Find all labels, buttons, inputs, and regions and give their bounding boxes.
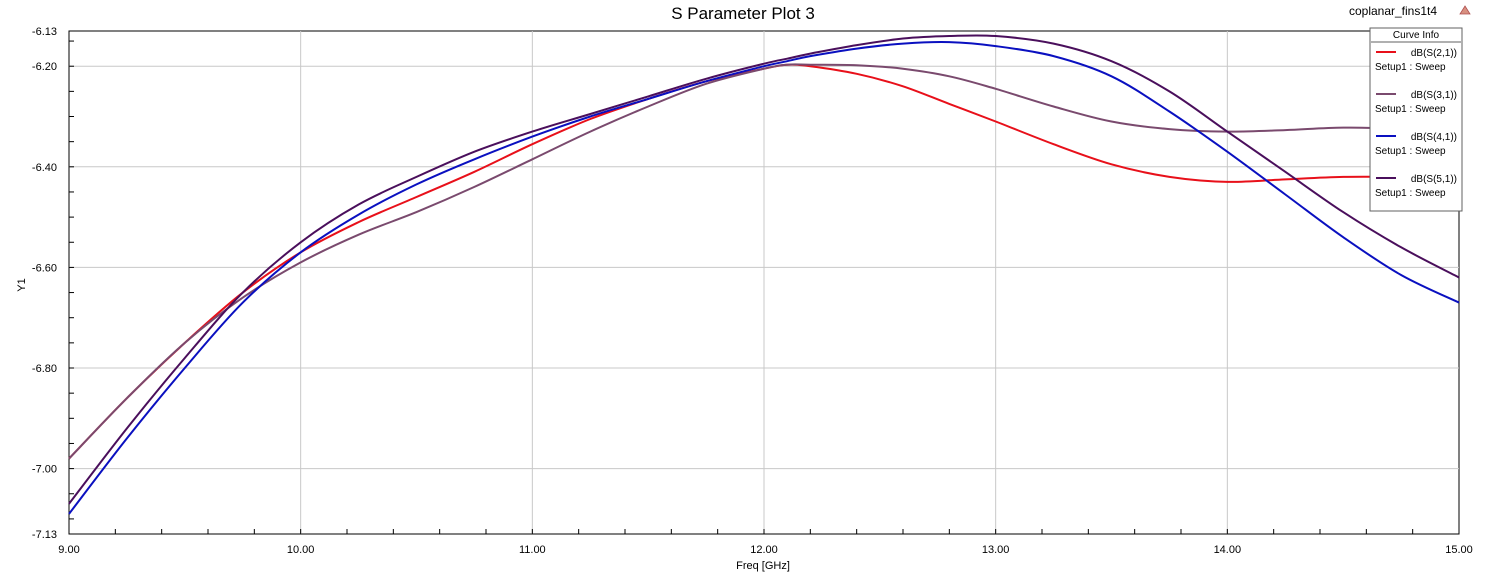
- legend-series-name: dB(S(2,1)): [1411, 48, 1457, 59]
- x-axis-label: Freq [GHz]: [736, 560, 790, 572]
- legend[interactable]: Curve Info dB(S(2,1)) Setup1 : Sweep dB(S(…: [1369, 27, 1463, 212]
- legend-series-sweep: Setup1 : Sweep: [1375, 62, 1446, 73]
- warning-icon: [1459, 5, 1471, 15]
- x-tick-label: 14.00: [1214, 544, 1242, 556]
- project-name: coplanar_fins1t4: [1349, 4, 1437, 18]
- legend-series-sweep: Setup1 : Sweep: [1375, 188, 1446, 199]
- y-tick-label: -6.13: [32, 26, 57, 38]
- x-tick-label: 13.00: [982, 544, 1010, 556]
- series-line-3: [68, 40, 1460, 515]
- x-tick-label: 9.00: [58, 544, 79, 556]
- y-tick-label: -6.80: [32, 363, 57, 375]
- y-tick-label: -6.60: [32, 262, 57, 274]
- y-tick-label: -7.13: [32, 529, 57, 541]
- y-tick-label: -6.40: [32, 162, 57, 174]
- x-tick-label: 12.00: [750, 544, 778, 556]
- legend-series-name: dB(S(5,1)): [1411, 174, 1457, 185]
- y-tick-labels: -6.13 -6.20 -6.40 -6.60 -6.80 -7.00 -7.13: [32, 26, 57, 541]
- series-line-4: [68, 34, 1460, 505]
- legend-title: Curve Info: [1393, 30, 1440, 41]
- y-tick-label: -6.20: [32, 61, 57, 73]
- x-tick-labels: 9.00 10.00 11.00 12.00 13.00 14.00 15.00: [58, 544, 1472, 556]
- legend-series-sweep: Setup1 : Sweep: [1375, 104, 1446, 115]
- legend-series-name: dB(S(4,1)): [1411, 132, 1457, 143]
- minor-ticks: [68, 40, 1460, 534]
- chart-title: S Parameter Plot 3: [671, 4, 815, 23]
- x-tick-label: 10.00: [287, 544, 315, 556]
- y-axis-label: Y1: [16, 278, 28, 291]
- x-tick-label: 15.00: [1445, 544, 1473, 556]
- series-lines: [68, 34, 1460, 515]
- x-tick-label: 11.00: [519, 544, 546, 556]
- legend-series-sweep: Setup1 : Sweep: [1375, 146, 1446, 157]
- legend-box: [1369, 27, 1463, 212]
- legend-series-name: dB(S(3,1)): [1411, 90, 1457, 101]
- series-line-2: [68, 63, 1460, 460]
- y-tick-label: -7.00: [32, 464, 57, 476]
